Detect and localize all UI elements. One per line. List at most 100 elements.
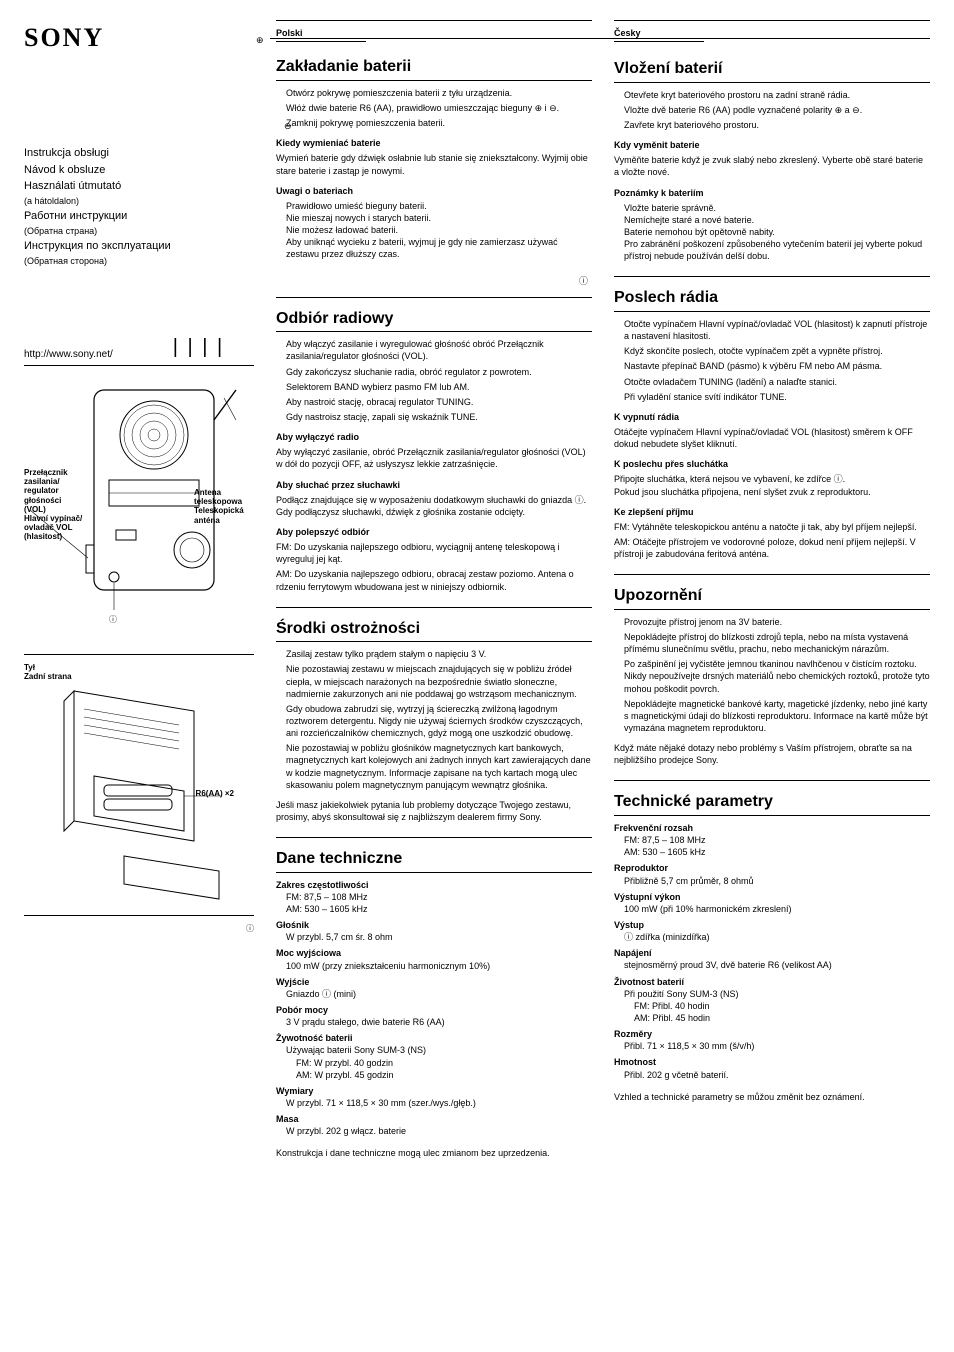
para: Gdy nastroisz stację, zapali się wskaźni… <box>286 411 592 423</box>
spec-val: FM: W przybl. 40 godzin <box>296 1057 592 1069</box>
lang-label-polski: Polski <box>276 27 366 42</box>
spec-val: 100 mW (przy zniekształceniu harmoniczny… <box>286 960 592 972</box>
spec-key: Wymiary <box>276 1085 592 1097</box>
para: Otáčejte vypínačem Hlavní vypínač/ovlada… <box>614 426 930 450</box>
para: Vložte baterie správně. Nemíchejte staré… <box>624 202 930 263</box>
spec-val: ⓘ zdířka (minizdířka) <box>624 931 930 943</box>
spec-note: Konstrukcja i dane techniczne mogą ulec … <box>276 1147 592 1159</box>
spec-key: Wyjście <box>276 976 592 988</box>
para: Provozujte přístroj jenom na 3V baterie. <box>624 616 930 628</box>
spec-val: Gniazdo ⓘ (mini) <box>286 988 592 1000</box>
para: Gdy zakończysz słuchanie radia, obróć re… <box>286 366 592 378</box>
para: Připojte sluchátka, která nejsou ve vyba… <box>614 473 930 497</box>
headphone-icon-ref: ⓘ <box>24 924 254 935</box>
brand-logo: SONY <box>24 20 254 55</box>
para: Při vyladění stanice svítí indikátor TUN… <box>624 391 930 403</box>
para: Vyměňte baterie když je zvuk slabý nebo … <box>614 154 930 178</box>
para: Aby nastroić stację, obracaj regulator T… <box>286 396 592 408</box>
circ-icon: ⓘ <box>276 275 588 287</box>
para: Jeśli masz jakiekolwiek pytania lub prob… <box>276 799 592 823</box>
spec-key: Výstup <box>614 919 930 931</box>
subheading: Aby słuchać przez słuchawki <box>276 479 592 491</box>
spec-note: Vzhled a technické parametry se můžou zm… <box>614 1091 930 1103</box>
spec-key: Frekvenční rozsah <box>614 822 930 834</box>
spec-val: AM: 530 – 1605 kHz <box>286 903 592 915</box>
spec-val: 3 V prądu stałego, dwie baterie R6 (AA) <box>286 1016 592 1028</box>
spec-key: Napájení <box>614 947 930 959</box>
heading: Zakładanie baterii <box>276 56 592 78</box>
spec-key: Głośnik <box>276 919 592 931</box>
spec-val: W przybl. 71 × 118,5 × 30 mm (szer./wys.… <box>286 1097 592 1109</box>
subheading: Kdy vyměnit baterie <box>614 139 930 151</box>
spec-val: FM: Přibl. 40 hodin <box>634 1000 930 1012</box>
subheading: Ke zlepšení příjmu <box>614 506 930 518</box>
para: Otwórz pokrywę pomieszczenia baterii z t… <box>286 87 592 99</box>
para: Nie pozostawiaj w pobliżu głośników magn… <box>286 742 592 791</box>
spec-key: Životnost baterií <box>614 976 930 988</box>
back-label: Tył Zadní strana <box>24 663 254 681</box>
para: Když skončíte poslech, otočte vypínačem … <box>624 345 930 357</box>
heading: Technické parametry <box>614 791 930 813</box>
para: Wymień baterie gdy dźwięk osłabnie lub s… <box>276 152 592 176</box>
para: AM: Otáčejte přístrojem ve vodorovné pol… <box>614 536 930 560</box>
para: Zavřete kryt bateriového prostoru. <box>624 119 930 131</box>
spec-val: Přibl. 71 × 118,5 × 30 mm (š/v/h) <box>624 1040 930 1052</box>
para: Aby wyłączyć zasilanie, obróć Przełączni… <box>276 446 592 470</box>
section-precautions-pl: Środki ostrożności Zasilaj zestaw tylko … <box>276 607 592 823</box>
title-line: Instrukcja obsługi <box>24 145 254 162</box>
spec-val: Při použití Sony SUM-3 (NS) <box>624 988 930 1000</box>
spec-key: Výstupní výkon <box>614 891 930 903</box>
para: FM: Do uzyskania najlepszego odbioru, wy… <box>276 541 592 565</box>
para: Když máte nějaké dotazy nebo problémy s … <box>614 742 930 766</box>
heading: Odbiór radiowy <box>276 308 592 330</box>
para: FM: Vytáhněte teleskopickou anténu a nat… <box>614 521 930 533</box>
section-battery-cz: Vložení baterií Otevřete kryt bateriovéh… <box>614 58 930 262</box>
para: Nie pozostawiaj zestawu w miejscach znaj… <box>286 663 592 699</box>
title-line: Работни инструкции <box>24 208 254 225</box>
battery-label: R6(AA) ×2 <box>196 789 234 798</box>
antenna-label: Antena teleskopowa Teleskopická anténa <box>194 488 254 525</box>
spec-key: Żywotność baterii <box>276 1032 592 1044</box>
manual-titles-block: Instrukcja obsługi Návod k obsluze Haszn… <box>24 145 254 268</box>
para: Prawidłowo umieść bieguny baterii. Nie m… <box>286 200 592 261</box>
heading: Dane techniczne <box>276 848 592 870</box>
section-radio-cz: Poslech rádia Otočte vypínačem Hlavní vy… <box>614 276 930 560</box>
spec-val: 100 mW (při 10% harmonickém zkreslení) <box>624 903 930 915</box>
heading: Poslech rádia <box>614 287 930 309</box>
title-line-sub: (Обратная сторона) <box>24 255 254 269</box>
subheading: Uwagi o bateriach <box>276 185 592 197</box>
para: Vložte dvě baterie R6 (AA) podle vyznače… <box>624 104 930 116</box>
spec-val: AM: Přibl. 45 hodin <box>634 1012 930 1024</box>
para: Zamknij pokrywę pomieszczenia baterii. <box>286 117 592 129</box>
para: Nepokládejte přístroj do blízkosti zdroj… <box>624 631 930 655</box>
spec-key: Moc wyjściowa <box>276 947 592 959</box>
section-precautions-cz: Upozornění Provozujte přístroj jenom na … <box>614 574 930 766</box>
para: Włóż dwie baterie R6 (AA), prawidłowo um… <box>286 102 592 114</box>
minus-icon: ⊖ <box>284 120 292 132</box>
section-radio-pl: Odbiór radiowy Aby włączyć zasilanie i w… <box>276 297 592 593</box>
spec-val: stejnosměrný proud 3V, dvě baterie R6 (v… <box>624 959 930 971</box>
front-diagram: ⓘ Przełącznik zasilania/ regulator głośn… <box>24 380 254 650</box>
para: Nastavte přepínač BAND (pásmo) k výběru … <box>624 360 930 372</box>
spec-val: Używając baterii Sony SUM-3 (NS) <box>286 1044 592 1056</box>
para: Otočte vypínačem Hlavní vypínač/ovladač … <box>624 318 930 342</box>
spec-key: Masa <box>276 1113 592 1125</box>
title-line-sub: (Обратна страна) <box>24 225 254 239</box>
subheading: Poznámky k bateriím <box>614 187 930 199</box>
subheading: K poslechu přes sluchátka <box>614 458 930 470</box>
spec-val: FM: 87,5 – 108 MHz <box>624 834 930 846</box>
spec-val: AM: W przybl. 45 godzin <box>296 1069 592 1081</box>
section-battery-pl: Zakładanie baterii Otwórz pokrywę pomies… <box>276 56 592 260</box>
para: Aby włączyć zasilanie i wyregulować głoś… <box>286 338 592 362</box>
subheading: Aby polepszyć odbiór <box>276 526 592 538</box>
spec-key: Reproduktor <box>614 862 930 874</box>
barcode-icon: | | | | <box>173 334 224 361</box>
para: Gdy obudowa zabrudzi się, wytrzyj ją ści… <box>286 703 592 739</box>
heading: Upozornění <box>614 585 930 607</box>
lang-label-cesky: Česky <box>614 27 704 42</box>
para: Zasilaj zestaw tylko prądem stałym o nap… <box>286 648 592 660</box>
spec-val: W przybl. 202 g włącz. baterie <box>286 1125 592 1137</box>
spec-key: Hmotnost <box>614 1056 930 1068</box>
section-specs-cz: Technické parametry Frekvenční rozsah FM… <box>614 780 930 1102</box>
para: Podłącz znajdujące się w wyposażeniu dod… <box>276 494 592 518</box>
